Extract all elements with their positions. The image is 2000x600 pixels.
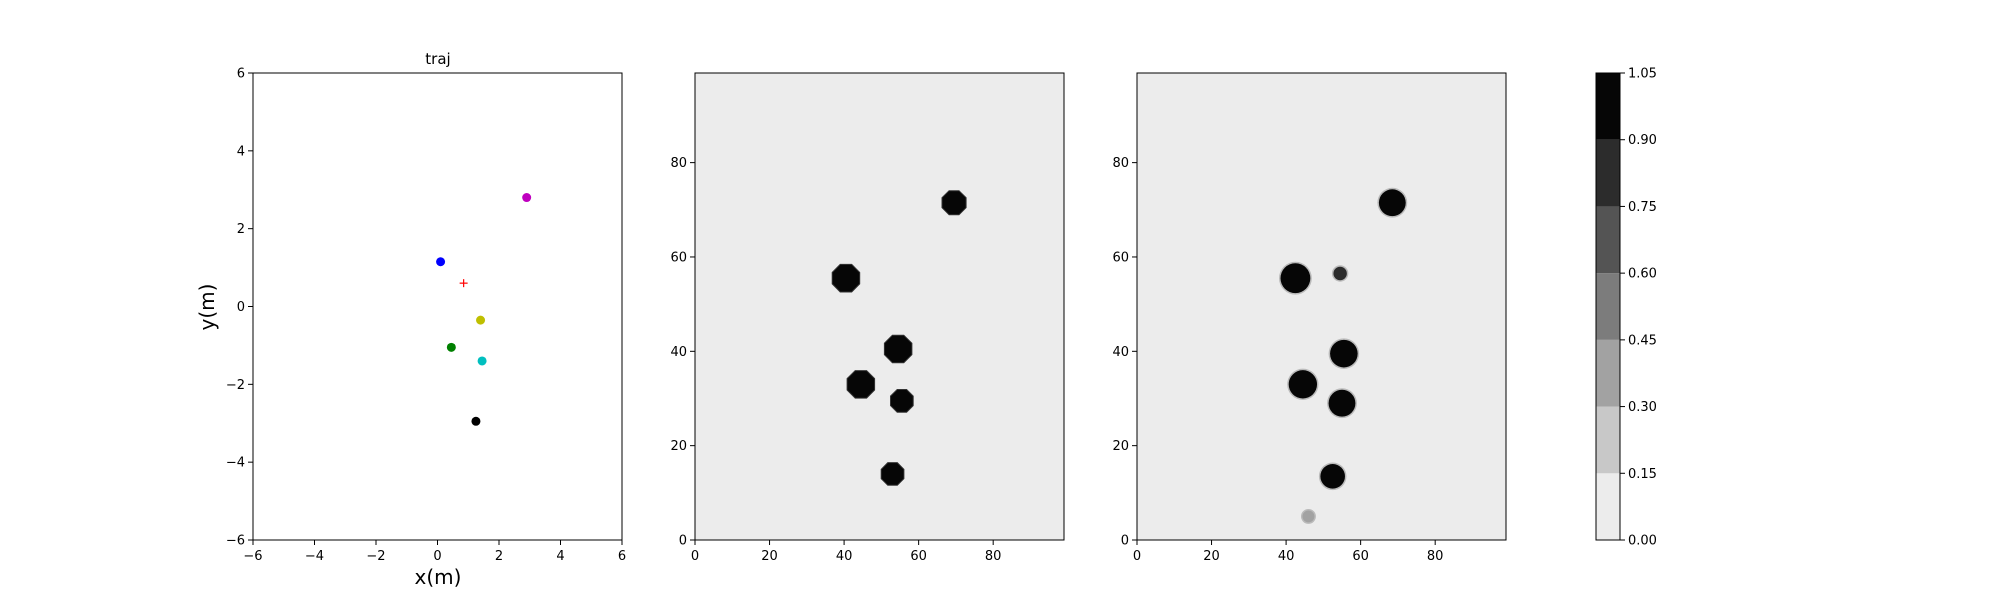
occupancy-map-1-obstacle (846, 370, 876, 399)
trajectory-y-tick-label: −6 (226, 534, 245, 549)
colorbar-band (1596, 139, 1620, 207)
trajectory-y-tick-label: −4 (226, 456, 245, 471)
occupancy-map-2-x-ticks: 0 20 40 60 80 (1133, 540, 1444, 564)
colorbar-tick-label: 0.30 (1628, 400, 1657, 415)
occupancy-map-1-y-tick-label: 40 (670, 345, 687, 360)
trajectory-x-tick-label: 4 (556, 549, 564, 564)
occupancy-map-panel-2: 0 20 40 60 80 0 20 40 60 80 (1112, 72, 1507, 564)
occupancy-map-1-obstacle (941, 190, 967, 216)
colorbar-band (1596, 273, 1620, 340)
occupancy-map-2-obstacle (1280, 263, 1311, 294)
occupancy-map-2-plot-area (1136, 72, 1507, 541)
agent-point (471, 416, 481, 426)
occupancy-map-2-background (1137, 73, 1506, 540)
agent-point (446, 342, 456, 352)
trajectory-plot-area (252, 72, 623, 541)
occupancy-map-1-x-tick-label: 60 (910, 549, 927, 564)
trajectory-x-tick-label: −4 (305, 549, 324, 564)
occupancy-map-2-obstacle (1378, 189, 1406, 217)
occupancy-map-2-y-tick-label: 60 (1112, 250, 1129, 265)
trajectory-x-tick-label: −2 (366, 549, 385, 564)
colorbar-tick-label: 0.15 (1628, 467, 1657, 482)
occupancy-map-2-y-tick-label: 80 (1112, 156, 1129, 171)
colorbar: 0.00 0.15 0.30 0.45 0.60 0.75 0.90 1.05 (1595, 67, 1657, 549)
occupancy-map-1-x-tick-label: 20 (761, 549, 778, 564)
occupancy-map-2-obstacle (1302, 510, 1315, 523)
trajectory-y-tick-label: 4 (237, 144, 245, 159)
occupancy-map-2-obstacle (1333, 266, 1347, 281)
occupancy-map-2-x-tick-label: 0 (1133, 549, 1141, 564)
trajectory-title: traj (425, 50, 450, 68)
occupancy-map-1-obstacle (831, 263, 861, 293)
agent-point (436, 257, 446, 267)
trajectory-x-tick-label: 0 (433, 549, 441, 564)
colorbar-bands (1595, 72, 1621, 541)
occupancy-map-1-x-ticks: 0 20 40 60 80 (691, 540, 1002, 564)
trajectory-y-label: y(m) (195, 284, 219, 331)
occupancy-map-2-y-tick-label: 0 (1121, 534, 1129, 549)
colorbar-ticks: 0.00 0.15 0.30 0.45 0.60 0.75 0.90 1.05 (1620, 67, 1657, 549)
trajectory-x-tick-label: −6 (243, 549, 262, 564)
colorbar-band (1596, 206, 1620, 274)
occupancy-map-2-obstacle (1330, 339, 1358, 368)
trajectory-y-tick-label: 2 (237, 222, 245, 237)
occupancy-map-2-obstacle (1320, 464, 1345, 489)
agent-point (476, 315, 486, 325)
colorbar-tick-label: 0.60 (1628, 267, 1657, 282)
agent-point (477, 356, 487, 366)
trajectory-panel: traj −6 −4 −2 0 2 4 6 −6 −4 −2 0 2 4 6 x(m) y(m) (195, 50, 626, 589)
colorbar-band (1596, 73, 1620, 140)
occupancy-map-1-obstacle (880, 462, 905, 486)
goal-marker (459, 279, 468, 288)
occupancy-map-2-y-ticks: 0 20 40 60 80 (1112, 156, 1137, 549)
occupancy-map-1-plot-area (694, 72, 1065, 541)
occupancy-map-1-x-tick-label: 40 (836, 549, 853, 564)
colorbar-band (1596, 473, 1620, 540)
trajectory-background (253, 73, 622, 540)
occupancy-map-2-obstacle (1288, 370, 1318, 399)
trajectory-x-tick-label: 2 (495, 549, 503, 564)
occupancy-map-1-y-tick-label: 80 (670, 156, 687, 171)
colorbar-frame (1595, 72, 1621, 541)
trajectory-y-tick-label: −2 (226, 378, 245, 393)
occupancy-map-2-x-tick-label: 60 (1352, 549, 1369, 564)
trajectory-x-ticks: −6 −4 −2 0 2 4 6 (243, 540, 626, 564)
occupancy-map-2-y-tick-label: 40 (1112, 345, 1129, 360)
trajectory-x-tick-label: 6 (618, 549, 626, 564)
colorbar-tick-label: 0.75 (1628, 200, 1657, 215)
trajectory-y-tick-label: 0 (237, 300, 245, 315)
occupancy-map-1-y-ticks: 0 20 40 60 80 (670, 156, 695, 549)
colorbar-tick-label: 0.00 (1628, 534, 1657, 549)
occupancy-map-1-y-tick-label: 20 (670, 439, 687, 454)
trajectory-y-tick-label: 6 (237, 67, 245, 82)
occupancy-map-1-y-tick-label: 60 (670, 250, 687, 265)
colorbar-tick-label: 1.05 (1628, 67, 1657, 82)
occupancy-map-2-x-tick-label: 40 (1278, 549, 1295, 564)
occupancy-map-1-y-tick-label: 0 (679, 534, 687, 549)
occupancy-map-1-x-tick-label: 80 (985, 549, 1002, 564)
colorbar-band (1596, 406, 1620, 474)
colorbar-band (1596, 339, 1620, 407)
occupancy-map-1-background (695, 73, 1064, 540)
occupancy-map-panel-1: 0 20 40 60 80 0 20 40 60 80 (670, 72, 1065, 564)
occupancy-map-2-frame (1136, 72, 1507, 541)
occupancy-map-1-obstacle (890, 389, 914, 413)
occupancy-map-1-x-tick-label: 0 (691, 549, 699, 564)
occupancy-map-1-obstacle (883, 334, 913, 364)
occupancy-map-1-frame (694, 72, 1065, 541)
trajectory-x-label: x(m) (415, 565, 462, 589)
occupancy-map-2-y-tick-label: 20 (1112, 439, 1129, 454)
agent-point (522, 193, 532, 203)
occupancy-map-2-x-tick-label: 80 (1427, 549, 1444, 564)
occupancy-map-2-obstacle (1328, 389, 1356, 417)
colorbar-tick-label: 0.90 (1628, 133, 1657, 148)
colorbar-tick-label: 0.45 (1628, 333, 1657, 348)
occupancy-map-2-x-tick-label: 20 (1203, 549, 1220, 564)
trajectory-y-ticks: −6 −4 −2 0 2 4 6 (226, 67, 253, 549)
